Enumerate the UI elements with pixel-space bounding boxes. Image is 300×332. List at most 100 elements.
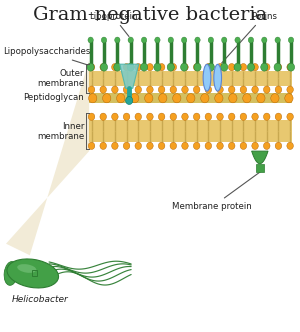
Bar <box>32 270 37 276</box>
Polygon shape <box>252 151 268 164</box>
Circle shape <box>140 63 148 71</box>
Circle shape <box>240 113 247 121</box>
Circle shape <box>201 94 209 103</box>
Circle shape <box>128 37 134 43</box>
Circle shape <box>221 37 227 43</box>
Ellipse shape <box>4 262 18 285</box>
Circle shape <box>287 113 293 121</box>
Circle shape <box>194 142 200 149</box>
Circle shape <box>257 94 265 103</box>
Circle shape <box>252 63 258 71</box>
Circle shape <box>275 142 282 149</box>
Circle shape <box>114 63 121 71</box>
Circle shape <box>208 37 214 43</box>
Circle shape <box>112 113 118 121</box>
Circle shape <box>205 86 212 93</box>
Circle shape <box>287 86 293 93</box>
Circle shape <box>194 63 200 71</box>
Circle shape <box>221 63 228 71</box>
Circle shape <box>271 94 279 103</box>
Circle shape <box>123 86 130 93</box>
Circle shape <box>88 113 95 121</box>
Circle shape <box>205 113 212 121</box>
Circle shape <box>170 113 177 121</box>
Circle shape <box>123 142 130 149</box>
Circle shape <box>181 63 188 71</box>
Circle shape <box>207 63 214 71</box>
Circle shape <box>115 37 120 43</box>
Circle shape <box>194 113 200 121</box>
Circle shape <box>263 113 270 121</box>
Circle shape <box>167 63 174 71</box>
Circle shape <box>103 94 111 103</box>
Circle shape <box>263 86 270 93</box>
Bar <box>89 71 292 86</box>
Circle shape <box>287 63 295 71</box>
Circle shape <box>217 86 223 93</box>
Circle shape <box>135 63 142 71</box>
Circle shape <box>170 142 177 149</box>
Circle shape <box>112 63 118 71</box>
Circle shape <box>130 94 139 103</box>
Circle shape <box>170 86 177 93</box>
Circle shape <box>87 63 94 71</box>
Circle shape <box>243 94 251 103</box>
Circle shape <box>228 63 235 71</box>
Circle shape <box>101 37 107 43</box>
Circle shape <box>261 63 268 71</box>
Ellipse shape <box>7 259 58 288</box>
Circle shape <box>215 94 223 103</box>
Circle shape <box>182 142 188 149</box>
Text: Outer
membrane: Outer membrane <box>37 69 84 88</box>
Circle shape <box>235 37 240 43</box>
Text: Lipoprotein: Lipoprotein <box>88 12 137 37</box>
Circle shape <box>217 63 223 71</box>
Circle shape <box>172 94 181 103</box>
Circle shape <box>147 63 153 71</box>
Circle shape <box>123 113 130 121</box>
Text: Helicobacter: Helicobacter <box>12 295 68 304</box>
Circle shape <box>168 37 173 43</box>
Circle shape <box>240 63 247 71</box>
Text: Porins: Porins <box>222 12 277 63</box>
Circle shape <box>234 63 241 71</box>
Circle shape <box>135 113 142 121</box>
Circle shape <box>287 142 293 149</box>
Circle shape <box>228 113 235 121</box>
Circle shape <box>195 37 200 43</box>
Circle shape <box>252 142 258 149</box>
Ellipse shape <box>17 264 36 273</box>
Circle shape <box>288 37 294 43</box>
Circle shape <box>285 94 293 103</box>
Circle shape <box>141 37 147 43</box>
Circle shape <box>187 94 195 103</box>
Circle shape <box>263 63 270 71</box>
Bar <box>89 93 292 103</box>
Circle shape <box>229 94 237 103</box>
Ellipse shape <box>203 64 211 91</box>
Circle shape <box>275 86 282 93</box>
Circle shape <box>127 63 134 71</box>
Circle shape <box>147 113 153 121</box>
Circle shape <box>217 142 223 149</box>
Circle shape <box>112 86 118 93</box>
Circle shape <box>100 142 106 149</box>
Circle shape <box>100 113 106 121</box>
Circle shape <box>112 142 118 149</box>
Polygon shape <box>6 60 89 255</box>
Circle shape <box>228 86 235 93</box>
Circle shape <box>159 94 167 103</box>
Circle shape <box>88 142 95 149</box>
Circle shape <box>170 63 177 71</box>
Circle shape <box>182 37 187 43</box>
Circle shape <box>228 142 235 149</box>
Circle shape <box>158 63 165 71</box>
Circle shape <box>275 63 282 71</box>
Circle shape <box>262 37 267 43</box>
Circle shape <box>287 63 293 71</box>
Ellipse shape <box>214 64 221 91</box>
Circle shape <box>158 142 165 149</box>
Circle shape <box>252 86 258 93</box>
Circle shape <box>182 63 188 71</box>
Circle shape <box>100 86 106 93</box>
